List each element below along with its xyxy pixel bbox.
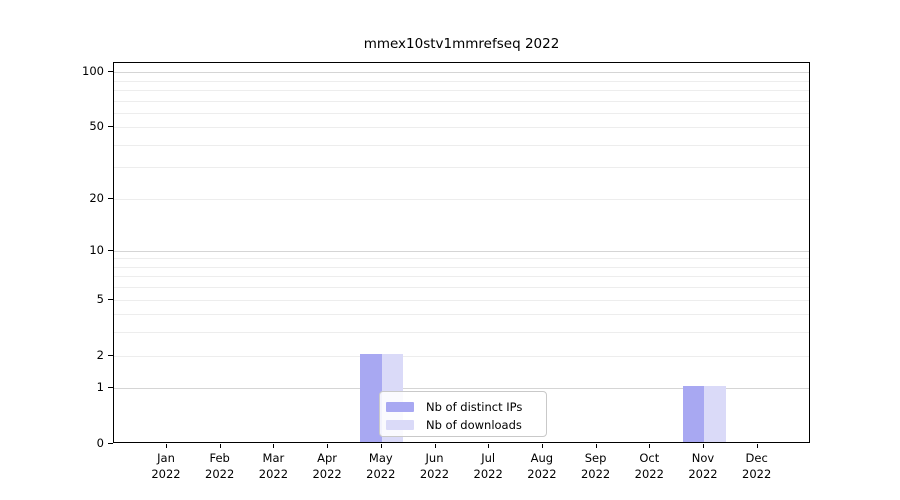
x-tick-mark (595, 444, 597, 448)
x-tick-label: Jun 2022 (419, 451, 450, 481)
y-tick-label: 2 (96, 347, 104, 362)
y-tick-mark (108, 197, 113, 199)
gridline-minor (114, 332, 809, 334)
gridline-minor (114, 266, 809, 268)
gridline-minor (114, 198, 809, 200)
x-tick-mark (273, 444, 275, 448)
x-tick-mark (380, 444, 382, 448)
gridline-minor (114, 112, 809, 114)
x-tick-mark (756, 444, 758, 448)
y-tick-label: 1 (96, 380, 104, 395)
x-tick-label: May 2022 (366, 451, 396, 481)
x-tick-label: Sep 2022 (580, 451, 611, 481)
gridline-major (114, 250, 809, 252)
chart-title: mmex10stv1mmrefseq 2022 (363, 36, 560, 52)
x-tick-label: Aug 2022 (527, 451, 557, 481)
bar-nb-of-distinct-ips (360, 353, 382, 442)
y-tick-label: 50 (89, 119, 104, 134)
x-tick-mark (327, 444, 329, 448)
gridline-minor (114, 127, 809, 129)
x-tick-label: Oct 2022 (634, 451, 664, 481)
legend: Nb of distinct IPs Nb of downloads (379, 391, 547, 437)
x-tick-mark (488, 444, 490, 448)
gridline-minor (114, 299, 809, 301)
y-tick-mark (108, 71, 113, 72)
x-tick-label: Jul 2022 (473, 451, 503, 481)
plot-area (113, 62, 810, 443)
x-tick-mark (541, 444, 543, 448)
y-tick-mark (108, 387, 113, 389)
legend-label: Nb of distinct IPs (426, 400, 523, 414)
bar-nb-of-downloads (704, 386, 726, 442)
x-tick-label: Dec 2022 (742, 451, 772, 481)
gridline-minor (114, 80, 809, 82)
gridline-major (114, 72, 809, 73)
y-tick-mark (108, 298, 113, 300)
x-tick-label: Mar 2022 (258, 451, 289, 481)
y-tick-label: 5 (96, 291, 104, 306)
gridline-major (114, 388, 809, 390)
x-tick-label: Jan 2022 (151, 451, 181, 481)
gridline-minor (114, 314, 809, 316)
legend-label: Nb of downloads (426, 418, 522, 432)
y-tick-label: 0 (96, 436, 104, 450)
x-tick-label: Nov 2022 (688, 451, 718, 481)
y-tick-mark (108, 249, 113, 251)
y-tick-mark (108, 443, 113, 444)
gridline-minor (114, 258, 809, 260)
gridline-minor (114, 89, 809, 91)
y-tick-label: 10 (89, 242, 104, 257)
gridline-minor (114, 287, 809, 289)
gridline-minor (114, 167, 809, 169)
y-tick-label: 20 (89, 190, 104, 205)
legend-item: Nb of distinct IPs (386, 398, 538, 416)
gridline-minor (114, 100, 809, 102)
x-tick-mark (703, 444, 704, 448)
y-tick-mark (108, 354, 113, 356)
legend-item: Nb of downloads (386, 416, 538, 434)
x-tick-label: Feb 2022 (205, 451, 235, 481)
gridline-minor (114, 276, 809, 278)
x-tick-mark (219, 444, 221, 448)
y-tick-mark (108, 126, 113, 128)
legend-swatch (386, 420, 414, 430)
y-tick-label: 100 (82, 64, 104, 78)
legend-swatch (386, 402, 414, 412)
bar-nb-of-distinct-ips (682, 386, 704, 442)
x-tick-mark (166, 444, 167, 448)
x-tick-mark (434, 444, 436, 448)
gridline-minor (114, 144, 809, 146)
x-tick-mark (649, 444, 651, 448)
x-tick-label: Apr 2022 (312, 451, 342, 481)
gridline-minor (114, 355, 809, 357)
